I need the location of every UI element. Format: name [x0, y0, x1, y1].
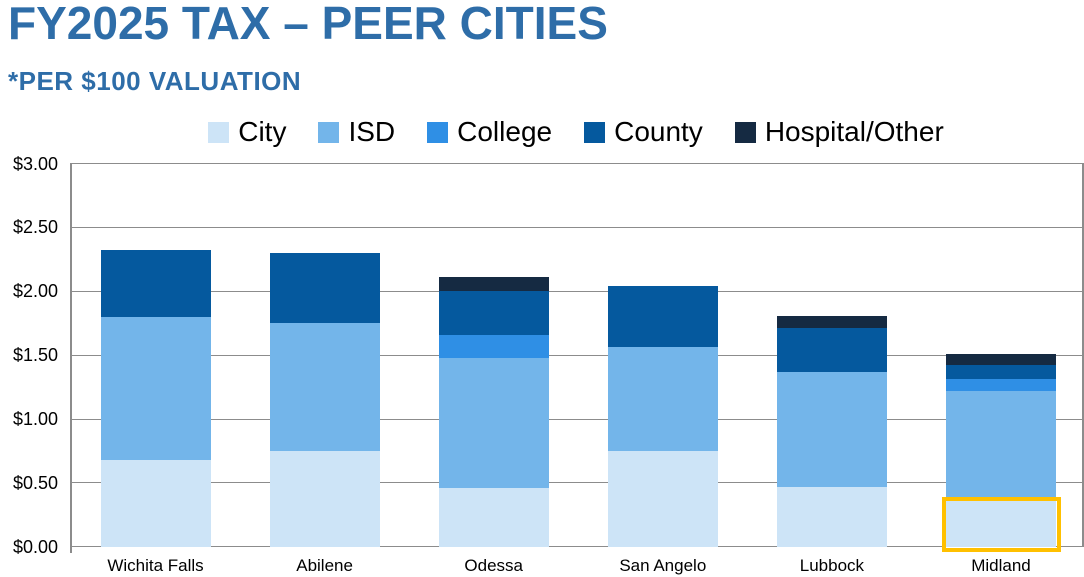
highlight-box — [941, 496, 1061, 553]
y-tick-label: $2.00 — [12, 281, 58, 302]
legend-label-city: City — [238, 116, 287, 147]
y-tick-label: $0.00 — [12, 536, 58, 557]
legend-item-county: County — [584, 116, 703, 148]
gridline — [70, 290, 1084, 292]
gridline — [70, 482, 1084, 484]
bar-segment-county-san-angelo — [607, 286, 718, 348]
legend-label-isd: ISD — [348, 116, 396, 147]
x-axis-label: San Angelo — [619, 556, 707, 575]
x-axis-label: Lubbock — [799, 556, 865, 575]
bar-segment-hospital-other-odessa — [438, 277, 549, 292]
bar-segment-isd-lubbock — [776, 371, 887, 487]
bar-segment-county-abilene — [269, 252, 380, 324]
y-tick-label: $1.50 — [12, 345, 58, 366]
legend-swatch-college — [427, 121, 449, 143]
bar-segment-college-midland — [946, 379, 1056, 391]
bar-segment-county-wichita-falls — [100, 250, 211, 317]
legend-swatch-city — [208, 121, 230, 143]
gridline — [70, 354, 1084, 356]
y-tick-label: $2.50 — [12, 217, 58, 238]
bar-segment-city-abilene — [269, 450, 380, 547]
y-tick-label: $0.50 — [12, 472, 58, 493]
bar-segment-county-midland — [946, 365, 1056, 380]
chart-legend: City ISD College County Hospital/Other — [70, 114, 1082, 150]
bar-segment-county-lubbock — [776, 328, 887, 372]
bar-segment-isd-san-angelo — [607, 347, 718, 451]
legend-label-county: County — [614, 116, 703, 147]
bar-segment-isd-wichita-falls — [100, 316, 211, 460]
bar-segment-city-midland — [946, 499, 1056, 547]
legend-item-city: City — [208, 116, 286, 148]
slide-title: FY2025 TAX – PEER CITIES — [8, 0, 608, 49]
bar-segment-city-wichita-falls — [100, 459, 211, 547]
plot-right-border — [1082, 163, 1084, 547]
gridline — [70, 226, 1084, 228]
bar-segment-county-odessa — [438, 291, 549, 335]
bar-segment-city-lubbock — [776, 486, 887, 547]
bar-segment-hospital-other-midland — [946, 353, 1056, 366]
gridline — [70, 546, 1084, 548]
x-axis-label: Odessa — [464, 556, 523, 575]
y-tick-label: $1.00 — [12, 409, 58, 430]
x-axis-label: Wichita Falls — [107, 556, 204, 575]
bar-segment-hospital-other-lubbock — [776, 315, 887, 329]
x-axis-label: Midland — [971, 556, 1031, 575]
y-axis-line — [70, 163, 72, 553]
bar-segment-isd-abilene — [269, 323, 380, 451]
legend-swatch-hospital-other — [734, 121, 756, 143]
bar-segment-city-odessa — [438, 488, 549, 547]
legend-swatch-county — [584, 121, 606, 143]
bar-segment-isd-odessa — [438, 357, 549, 489]
legend-swatch-isd — [318, 121, 340, 143]
legend-label-college: College — [457, 116, 553, 147]
gridline — [70, 163, 1084, 164]
legend-item-hospital-other: Hospital/Other — [734, 116, 944, 148]
legend-item-isd: ISD — [318, 116, 395, 148]
bar-segment-isd-midland — [946, 390, 1056, 500]
bar-segment-city-san-angelo — [607, 450, 718, 547]
legend-label-hospital-other: Hospital/Other — [764, 116, 944, 147]
gridline — [70, 418, 1084, 420]
slide-subtitle: *PER $100 VALUATION — [8, 66, 302, 96]
legend-item-college: College — [427, 116, 552, 148]
x-axis-label: Abilene — [296, 556, 353, 575]
bar-segment-college-odessa — [438, 334, 549, 358]
y-tick-label: $3.00 — [12, 153, 58, 174]
